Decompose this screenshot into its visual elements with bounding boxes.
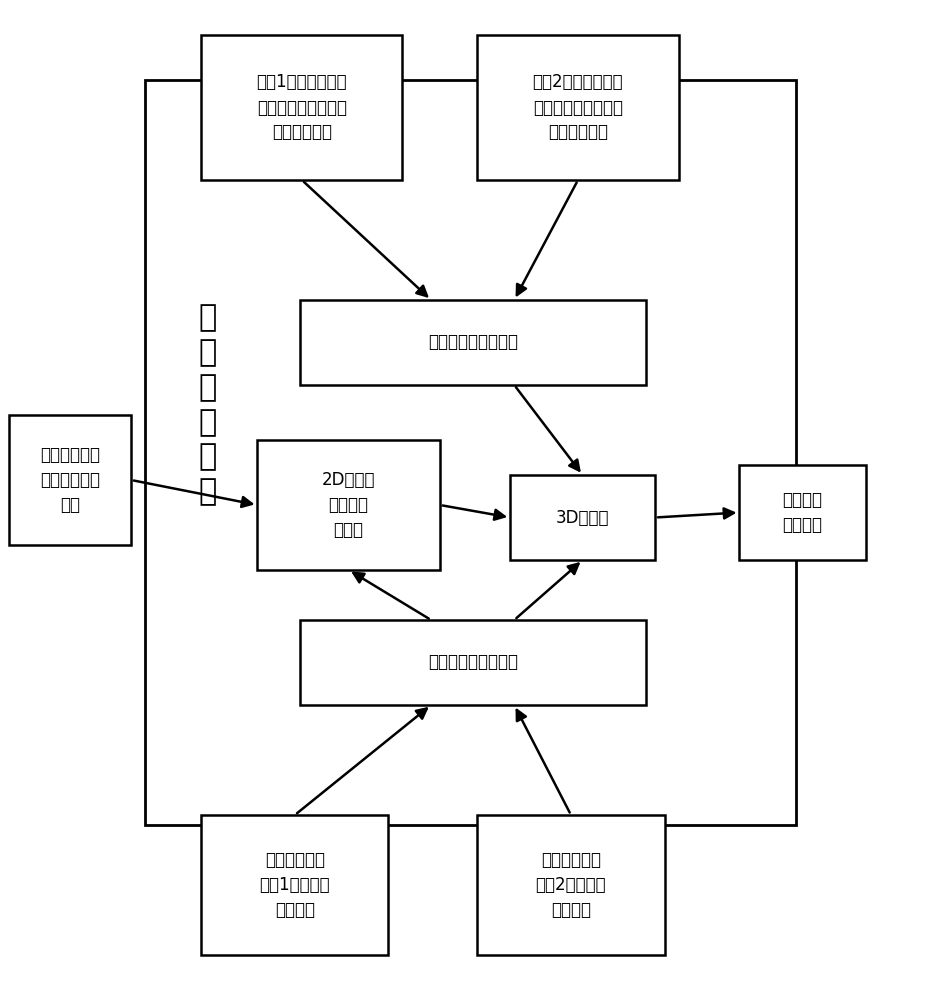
Text: 标定2号激光器所投
射的光面与摄像头之
间的空间位置: 标定2号激光器所投 射的光面与摄像头之 间的空间位置 <box>533 74 623 141</box>
Text: 标定1号激光器所投
射的光面与摄像头之
间的空间位置: 标定1号激光器所投 射的光面与摄像头之 间的空间位置 <box>256 74 347 141</box>
FancyBboxPatch shape <box>145 80 796 825</box>
FancyBboxPatch shape <box>300 620 646 705</box>
Text: 第一波段切换判断器: 第一波段切换判断器 <box>428 654 518 672</box>
FancyBboxPatch shape <box>9 415 131 545</box>
FancyBboxPatch shape <box>477 815 665 955</box>
FancyBboxPatch shape <box>739 465 866 560</box>
FancyBboxPatch shape <box>257 440 440 570</box>
Text: 标定摄像头在
波长1的内参和
畸变系数: 标定摄像头在 波长1的内参和 畸变系数 <box>259 851 330 919</box>
Text: 计
算
处
理
单
元: 计 算 处 理 单 元 <box>198 304 217 506</box>
FancyBboxPatch shape <box>477 35 679 180</box>
FancyBboxPatch shape <box>201 35 402 180</box>
Text: 2D图像激
光轮廓线
提取器: 2D图像激 光轮廓线 提取器 <box>322 471 375 539</box>
Text: 摄像头拍摄物
体表面激光轮
廓线: 摄像头拍摄物 体表面激光轮 廓线 <box>40 446 100 514</box>
Text: 3D构造器: 3D构造器 <box>556 508 609 526</box>
Text: 第二波段切换判断器: 第二波段切换判断器 <box>428 334 518 352</box>
FancyBboxPatch shape <box>510 475 655 560</box>
FancyBboxPatch shape <box>300 300 646 385</box>
Text: 标定摄像头在
波长2的内参和
畸变系数: 标定摄像头在 波长2的内参和 畸变系数 <box>535 851 607 919</box>
FancyBboxPatch shape <box>201 815 388 955</box>
Text: 三维轮廓
点云输出: 三维轮廓 点云输出 <box>782 491 823 534</box>
